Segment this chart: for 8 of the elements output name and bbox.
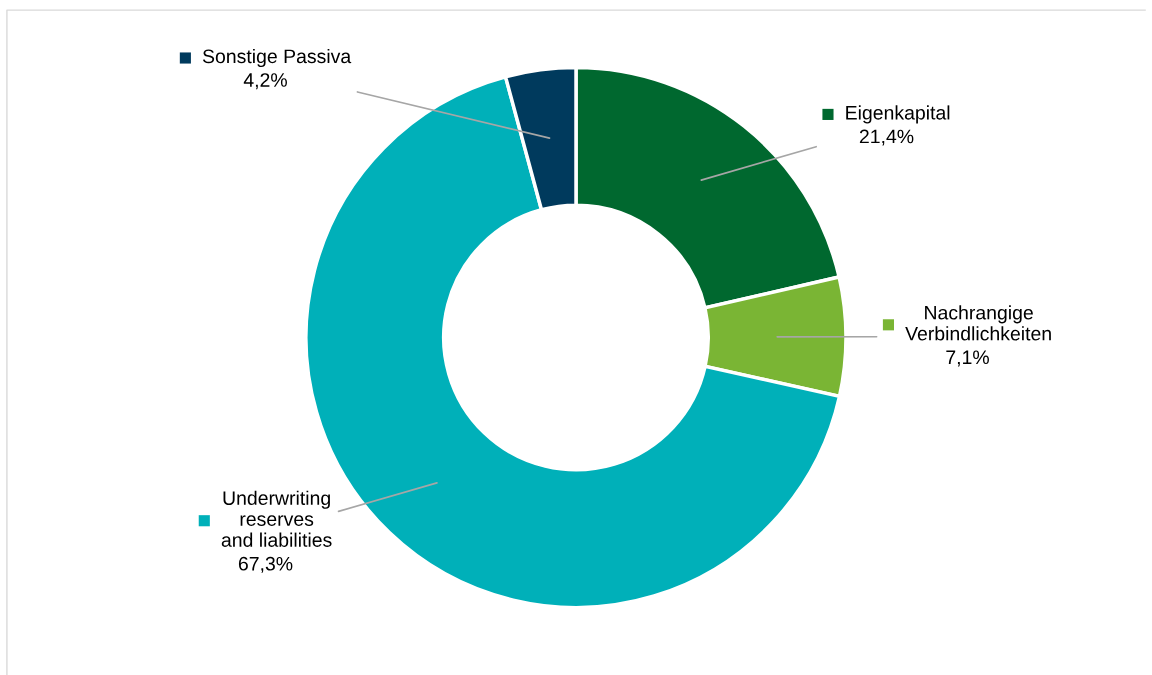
legend-label: Sonstige Passiva xyxy=(202,48,352,68)
data-label: 7,1% xyxy=(946,350,989,367)
data-label: 4,2% xyxy=(243,73,287,90)
data-label: 21,4% xyxy=(859,129,914,146)
legend-label: Nachrangige Verbindlichkeiten xyxy=(905,305,1051,341)
legend-label: Underwriting reserves and liabilities xyxy=(221,490,332,547)
data-label: 67,3% xyxy=(238,556,293,573)
legend-label: Eigenkapital xyxy=(846,105,950,124)
